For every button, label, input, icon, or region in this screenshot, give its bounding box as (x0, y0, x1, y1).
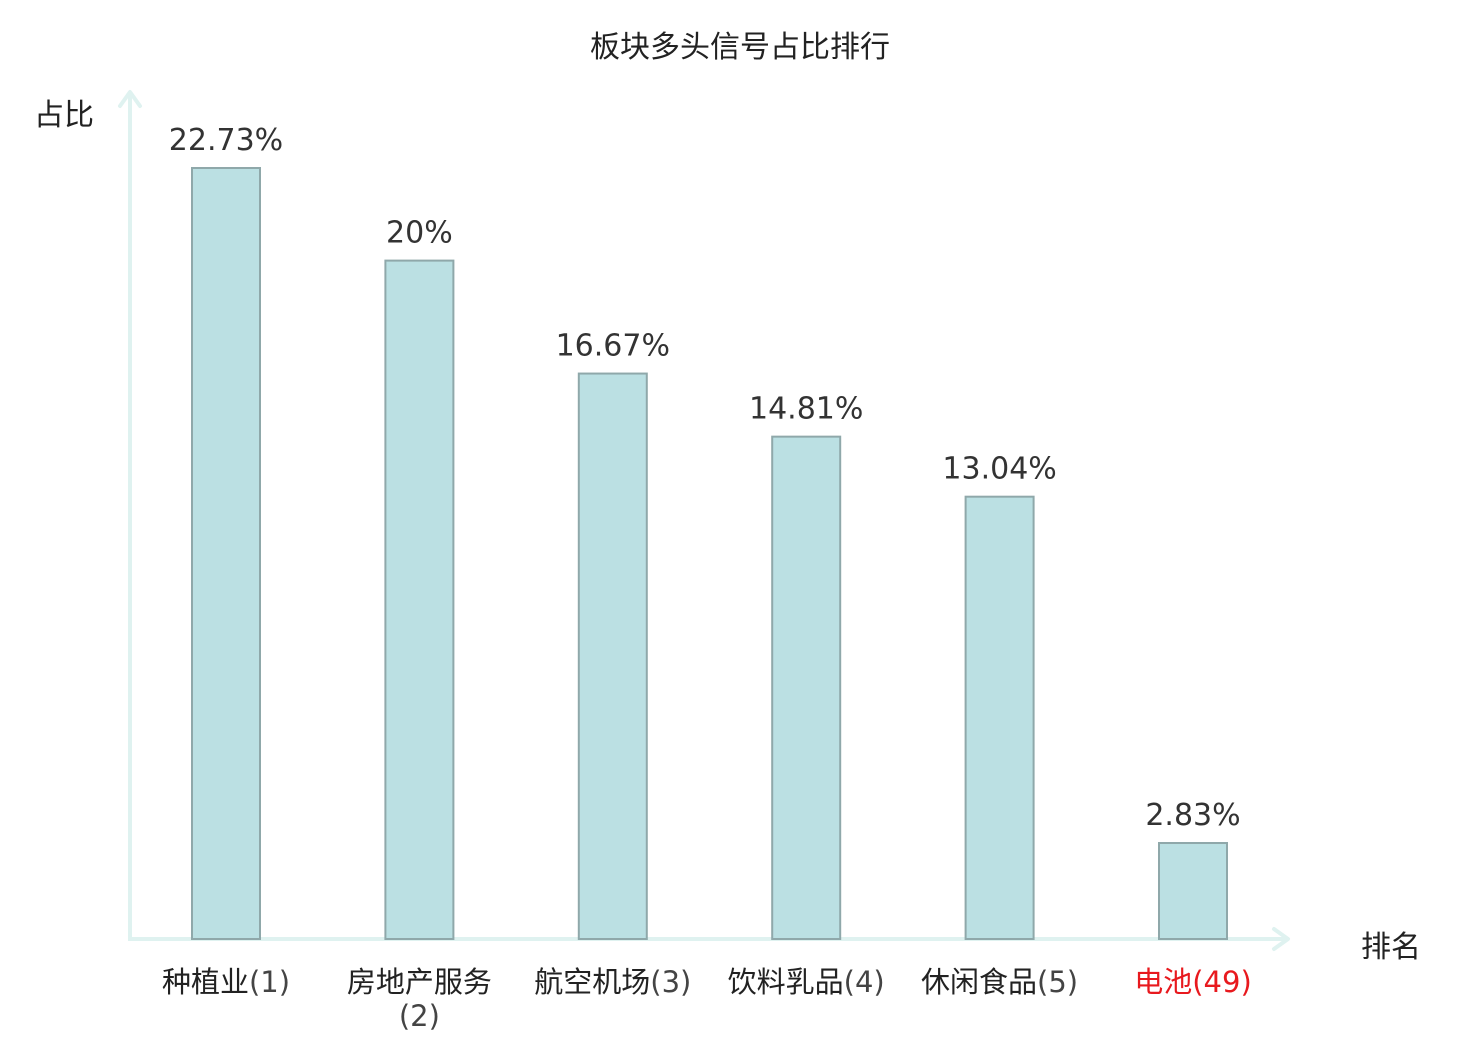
bar (1158, 842, 1228, 940)
bar (577, 372, 648, 941)
bar (384, 259, 455, 941)
x-axis-label: 排名 (1361, 930, 1421, 965)
bar (191, 167, 261, 940)
category-label: 房地产服务(2) (344, 965, 494, 1033)
category-rank: (1) (248, 965, 291, 999)
category-rank: (2) (398, 999, 440, 1033)
value-label: 16.67% (556, 329, 670, 364)
value-label: 22.73% (169, 123, 283, 158)
chart-title: 板块多头信号占比排行 (590, 30, 890, 65)
bar (771, 435, 842, 940)
category-rank: (5) (1037, 965, 1079, 999)
category-name: 电池 (1134, 965, 1193, 999)
bar (964, 495, 1035, 940)
value-label: 14.81% (749, 392, 863, 427)
category-name: 种植业 (161, 965, 249, 999)
y-axis-label: 占比 (34, 98, 94, 133)
y-axis-arrow (118, 90, 142, 108)
category-rank: (3) (650, 965, 692, 999)
category-name: 饮料乳品 (727, 965, 844, 999)
category-label: 休闲食品(5) (905, 965, 1095, 999)
x-axis-arrow (1272, 927, 1290, 951)
category-label: 电池(49) (1098, 965, 1288, 999)
category-rank: (4) (843, 965, 885, 999)
category-label: 航空机场(3) (518, 965, 708, 999)
category-label: 种植业(1) (131, 965, 321, 999)
category-label: 饮料乳品(4) (711, 965, 901, 999)
value-label: 2.83% (1145, 798, 1240, 833)
category-rank: (49) (1192, 965, 1252, 999)
value-label: 13.04% (942, 452, 1056, 487)
value-label: 20% (386, 216, 453, 251)
category-name: 房地产服务 (346, 965, 492, 999)
category-name: 休闲食品 (921, 965, 1038, 999)
category-name: 航空机场 (534, 965, 651, 999)
